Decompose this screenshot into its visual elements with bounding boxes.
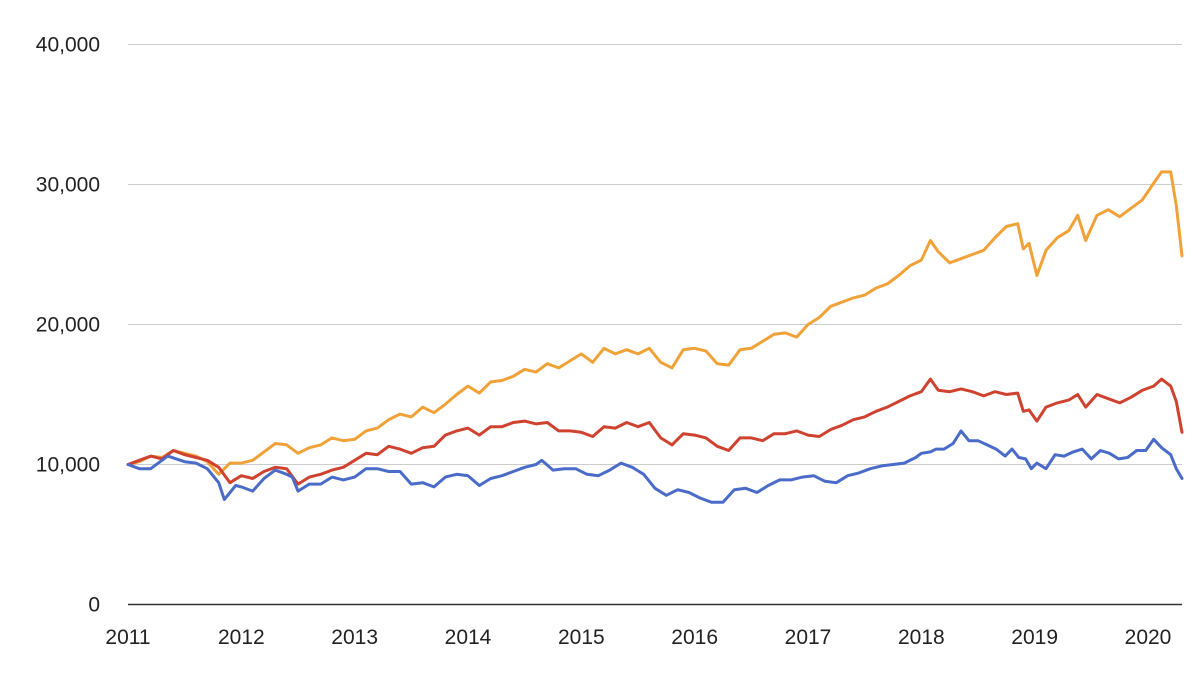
series-line-0: [126, 170, 1184, 476]
y-tick-label: 40,000: [36, 34, 100, 57]
x-tick-label: 2017: [785, 626, 832, 649]
grid-lines: [128, 44, 1182, 465]
series-line-1: [126, 377, 1184, 486]
x-tick-label: 2018: [898, 626, 945, 649]
x-tick-labels: 2011 2012 2013 2014 2015 2016 2017 2018 2019 2020: [105, 626, 1171, 649]
x-tick-label: 2014: [445, 626, 492, 649]
x-tick-label: 2012: [218, 626, 265, 649]
y-tick-labels: 0 10,000 20,000 30,000 40,000: [36, 34, 100, 617]
x-tick-label: 2019: [1011, 626, 1058, 649]
y-tick-label: 10,000: [36, 454, 100, 477]
series-line-2: [126, 429, 1184, 504]
y-tick-label: 20,000: [36, 314, 100, 337]
x-tick-label: 2020: [1125, 626, 1172, 649]
y-tick-label: 30,000: [36, 174, 100, 197]
x-tick-label: 2013: [331, 626, 378, 649]
x-tick-label: 2015: [558, 626, 605, 649]
y-tick-label: 0: [88, 594, 100, 617]
x-tick-label: 2016: [671, 626, 718, 649]
x-tick-label: 2011: [105, 626, 150, 649]
series-lines: [126, 170, 1184, 504]
